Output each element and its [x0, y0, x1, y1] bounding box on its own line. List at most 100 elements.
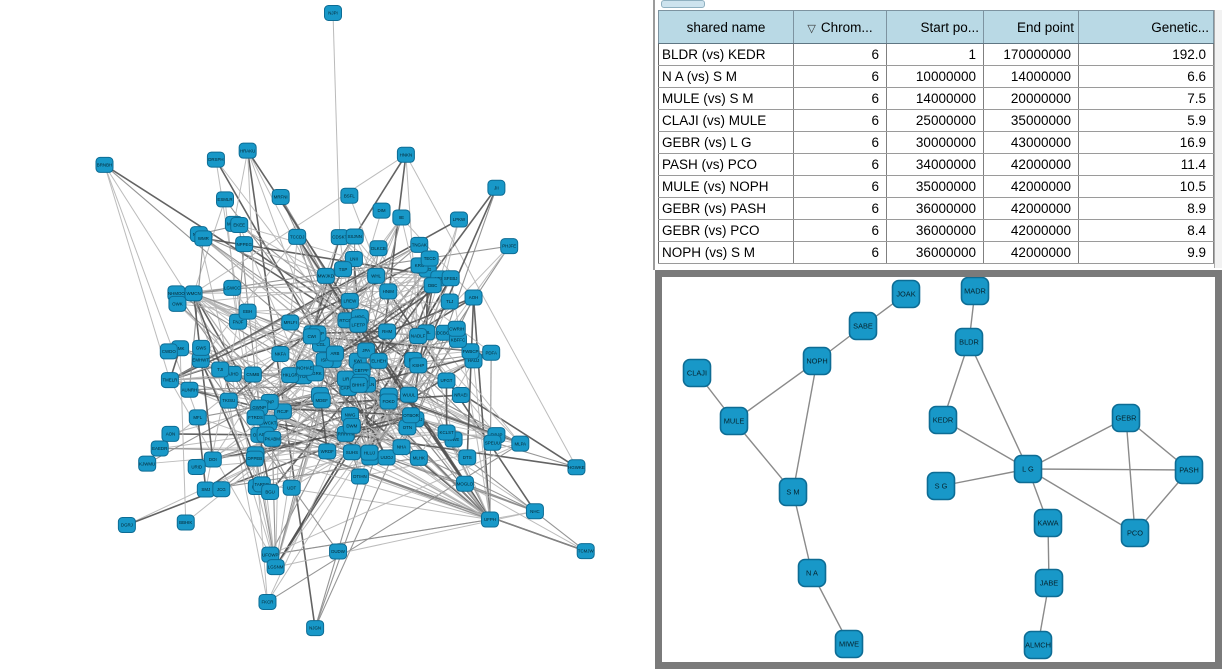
network-node[interactable]: TNGAK — [410, 236, 429, 253]
table-horizontal-scrollbar[interactable] — [656, 0, 1222, 10]
table-cell[interactable]: GEBR (vs) L G — [658, 131, 794, 154]
network-node[interactable]: LGSNM — [266, 559, 285, 576]
network-node[interactable]: DTIHN — [350, 468, 369, 485]
table-row[interactable]: GEBR (vs) PASH 6 36000000 42000000 8.9 — [658, 197, 1214, 220]
table-cell[interactable]: 36000000 — [886, 197, 984, 220]
table-cell[interactable]: 10.5 — [1078, 175, 1214, 198]
network-node[interactable]: SUHS — [342, 444, 361, 461]
network-node[interactable]: EMHWT — [191, 351, 210, 368]
table-row[interactable]: PASH (vs) PCO 6 34000000 42000000 11.4 — [658, 153, 1214, 176]
table-cell[interactable]: 6 — [793, 131, 887, 154]
network-node[interactable]: WUUL — [399, 386, 418, 403]
network-edge[interactable] — [1027, 468, 1136, 534]
network-node[interactable]: JCG — [212, 481, 231, 498]
table-cell[interactable]: 6 — [793, 43, 887, 66]
table-cell[interactable]: 16.9 — [1078, 131, 1214, 154]
network-node[interactable]: DRSPH — [206, 151, 225, 168]
table-row[interactable]: MULE (vs) NOPH 6 35000000 42000000 10.5 — [658, 175, 1214, 198]
network-edge[interactable] — [1125, 417, 1136, 534]
table-cell[interactable]: 42000000 — [983, 153, 1079, 176]
network-node[interactable]: ARB — [325, 345, 344, 362]
network-node[interactable]: NPPEG — [235, 236, 254, 253]
table-cell[interactable]: MULE (vs) S M — [658, 87, 794, 110]
table-cell[interactable]: 6 — [793, 153, 887, 176]
table-cell[interactable]: N A (vs) S M — [658, 65, 794, 88]
network-node-claji[interactable]: CLAJI — [682, 358, 712, 388]
filter-icon[interactable]: ▽ — [807, 22, 816, 35]
network-node-kedr[interactable]: KEDR — [928, 405, 958, 435]
table-cell[interactable]: 25000000 — [886, 109, 984, 132]
table-cell[interactable]: 42000000 — [983, 241, 1079, 264]
network-node[interactable]: TCMJW — [576, 543, 595, 560]
table-cell[interactable]: 35000000 — [886, 175, 984, 198]
table-cell[interactable]: 20000000 — [983, 87, 1079, 110]
table-row[interactable]: BLDR (vs) KEDR 6 1 170000000 192.0 — [658, 43, 1214, 66]
column-header-3[interactable]: End point — [983, 10, 1079, 44]
network-node[interactable]: AON — [161, 425, 180, 442]
network-node[interactable]: MWJKD — [316, 267, 335, 284]
network-node-noph[interactable]: NOPH — [802, 346, 832, 376]
table-cell[interactable]: 34000000 — [886, 153, 984, 176]
network-node-pco[interactable]: PCO — [1120, 518, 1150, 548]
table-row[interactable]: N A (vs) S M 6 10000000 14000000 6.6 — [658, 65, 1214, 88]
table-cell[interactable]: 192.0 — [1078, 43, 1214, 66]
network-node[interactable]: DGRJ — [117, 517, 136, 534]
network-node[interactable]: ESMLR — [216, 191, 235, 208]
network-node[interactable]: DWM — [342, 417, 361, 434]
table-cell[interactable]: 7.5 — [1078, 87, 1214, 110]
network-node-kawa[interactable]: KAWA — [1033, 508, 1063, 538]
network-node[interactable]: EKEE — [230, 217, 249, 234]
network-node[interactable]: NHC — [525, 503, 544, 520]
network-node[interactable]: DIM — [372, 202, 391, 219]
table-cell[interactable]: 42000000 — [983, 175, 1079, 198]
column-header-1[interactable]: ▽ Chrom... — [793, 10, 887, 44]
network-node-almch[interactable]: ALMCH — [1023, 630, 1053, 660]
table-cell[interactable]: 6 — [793, 109, 887, 132]
column-header-0[interactable]: shared name — [658, 10, 794, 44]
network-node[interactable]: FWBCP — [461, 343, 480, 360]
network-node-gebr[interactable]: GEBR — [1111, 403, 1141, 433]
subnetwork-canvas[interactable]: JOAK MADR SABE NOPH CLAJI MULE BLDR KEDR GEBR L G… — [662, 277, 1215, 662]
table-cell[interactable]: 6 — [793, 65, 887, 88]
network-node[interactable]: BBHIK — [176, 514, 195, 531]
network-node[interactable]: SMJ — [196, 481, 215, 498]
network-node[interactable]: MLHK — [409, 449, 428, 466]
overview-network-canvas[interactable]: NJPILNIIMFKAKWIJMKUFPHESLTKISUNHCCDSKTNH… — [0, 0, 653, 669]
table-cell[interactable]: 36000000 — [886, 219, 984, 242]
table-cell[interactable]: 6 — [793, 197, 887, 220]
table-cell[interactable]: 10000000 — [886, 65, 984, 88]
network-node[interactable]: NOHAE — [295, 359, 314, 376]
scrollbar-thumb[interactable] — [661, 0, 705, 8]
network-node[interactable]: TJI — [211, 361, 230, 378]
network-node[interactable]: AUNRH — [180, 381, 199, 398]
network-node[interactable]: ELHEH — [369, 352, 388, 369]
table-row[interactable]: MULE (vs) S M 6 14000000 20000000 7.5 — [658, 87, 1214, 110]
network-node[interactable]: BRNBH — [95, 156, 114, 173]
network-node[interactable]: TECD — [420, 250, 439, 267]
network-node[interactable]: NADLF — [409, 328, 428, 345]
table-vertical-scrollbar[interactable] — [1214, 10, 1222, 268]
table-cell[interactable]: 42000000 — [983, 219, 1079, 242]
network-node[interactable]: CNMB — [243, 366, 262, 383]
network-node[interactable]: CWDO — [159, 343, 178, 360]
network-node[interactable]: DTS — [458, 449, 477, 466]
network-edge[interactable] — [940, 468, 1029, 487]
table-cell[interactable]: 1 — [886, 43, 984, 66]
network-node[interactable]: MRLFI — [281, 314, 300, 331]
network-node[interactable]: UDT — [282, 479, 301, 496]
table-cell[interactable]: 6 — [793, 219, 887, 242]
network-edge[interactable] — [968, 341, 1029, 470]
network-node[interactable]: TLJ — [440, 293, 459, 310]
network-node-miwe[interactable]: MIWE — [834, 629, 864, 659]
network-node[interactable]: CDSKT — [330, 229, 349, 246]
table-row[interactable]: NOPH (vs) S M 6 36000000 42000000 9.9 — [658, 241, 1214, 264]
network-node-n-a[interactable]: N A — [797, 558, 827, 588]
network-node[interactable]: MDEF — [312, 392, 331, 409]
network-node-s-g[interactable]: S G — [926, 471, 956, 501]
network-node[interactable]: AOH — [464, 289, 483, 306]
network-node[interactable]: MOGLO — [455, 475, 474, 492]
network-node[interactable]: NJPI — [324, 5, 342, 21]
network-node[interactable]: PHJFE — [500, 238, 519, 255]
network-edge[interactable] — [1027, 468, 1190, 471]
network-node[interactable]: SPEUU — [483, 434, 502, 451]
